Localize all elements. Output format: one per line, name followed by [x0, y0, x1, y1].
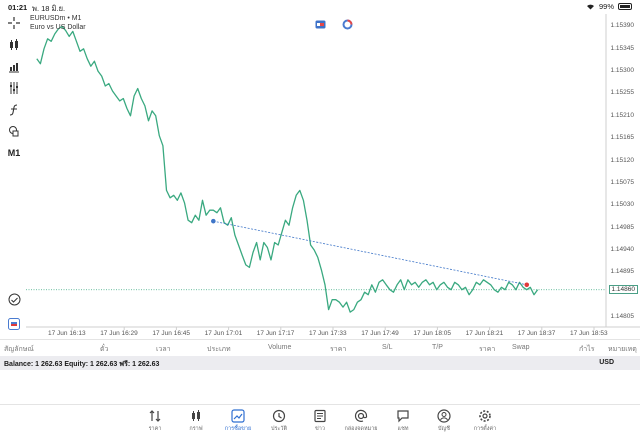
chart-icon	[192, 410, 200, 421]
header-comment[interactable]: หมายเหตุ	[608, 346, 637, 353]
nav-mailbox-label: กล่องจดหมาย	[344, 426, 378, 432]
time-tick-label: 17 Jun 17:01	[204, 330, 243, 337]
balance-text: Balance: 1 262.63 Equity: 1 262.63 ฟรี: …	[4, 361, 160, 368]
history-icon	[272, 409, 286, 423]
nav-trade-label: การซื้อขาย	[224, 426, 252, 432]
trendline-end-point[interactable]	[524, 282, 530, 288]
nav-quotes[interactable]: ราคา	[138, 409, 172, 433]
price-tick-label: 1.15390	[610, 22, 635, 30]
nav-settings[interactable]: การตั้งค่า	[468, 409, 502, 433]
chart-area[interactable]: EURUSDm • M1 Euro vs US Dollar 1.15390 1.…	[26, 14, 640, 339]
quick-trade-icon[interactable]	[7, 292, 21, 306]
quotes-icon	[149, 410, 161, 422]
nav-history-label: ประวัติ	[270, 426, 288, 432]
status-time: 01:21	[8, 3, 28, 12]
crosshair-icon[interactable]	[7, 16, 21, 30]
chart-top-icons	[315, 19, 353, 30]
price-tick-label: 1.15075	[610, 178, 635, 186]
price-chart[interactable]	[26, 14, 640, 339]
price-tick-label: 1.15030	[610, 201, 635, 209]
status-right: 99%	[586, 2, 632, 11]
time-tick-label: 17 Jun 18:37	[517, 330, 556, 337]
nav-news-label: ข่าว	[315, 426, 325, 432]
time-tick-label: 17 Jun 16:13	[48, 330, 86, 337]
nav-chart-label: กราฟ	[189, 426, 203, 432]
header-current-price[interactable]: ราคา	[479, 346, 496, 353]
news-icon	[314, 409, 326, 423]
timeframe-button[interactable]: M1	[7, 148, 21, 158]
settings-icon	[479, 410, 491, 422]
nav-history[interactable]: ประวัติ	[262, 409, 296, 433]
mailbox-icon	[354, 409, 368, 422]
price-series-line	[36, 25, 539, 313]
trendline[interactable]	[213, 220, 527, 286]
time-tick-label: 17 Jun 17:17	[256, 330, 295, 337]
header-profit[interactable]: กำไร	[579, 346, 595, 353]
price-tick-label: 1.15255	[610, 89, 635, 97]
header-price[interactable]: ราคา	[330, 346, 347, 353]
nav-quotes-label: ราคา	[148, 426, 162, 432]
time-tick-label: 17 Jun 18:21	[465, 330, 504, 337]
header-volume[interactable]: Volume	[268, 344, 292, 351]
trendline-start-point[interactable]	[211, 218, 216, 224]
nav-account[interactable]: บัญชี	[427, 409, 461, 433]
trade-table-header: สัญลักษณ์ ตั๋ว เวลา ประเภท Volume ราคา S…	[0, 339, 640, 355]
header-swap[interactable]: Swap	[512, 344, 530, 351]
time-tick-label: 17 Jun 16:29	[100, 330, 138, 337]
left-toolbar: M1	[0, 14, 26, 334]
time-tick-label: 17 Jun 18:05	[413, 330, 451, 337]
balance-bar: Balance: 1 262.63 Equity: 1 262.63 ฟรี: …	[0, 356, 640, 370]
price-tick-label: 1.14805	[610, 313, 635, 321]
time-tick-label: 17 Jun 18:53	[570, 330, 608, 337]
nav-news[interactable]: ข่าว	[303, 409, 337, 433]
nav-chat[interactable]: แชท	[386, 409, 420, 433]
trade-icon	[231, 409, 245, 423]
time-tick-label: 17 Jun 17:49	[361, 330, 399, 337]
chart-type-icon[interactable]	[7, 38, 21, 52]
chart-description: Euro vs US Dollar	[30, 23, 86, 31]
time-tick-label: 17 Jun 17:33	[309, 330, 347, 337]
header-symbol[interactable]: สัญลักษณ์	[4, 346, 34, 353]
account-icon	[437, 409, 451, 423]
chat-icon	[397, 410, 409, 423]
time-tick-label: 17 Jun 16:45	[152, 330, 190, 337]
battery-icon	[618, 3, 632, 10]
price-tick-label: 1.15120	[610, 156, 635, 164]
price-tick-label: 1.15165	[610, 134, 635, 142]
price-tick-label: 1.14985	[610, 223, 635, 231]
nav-account-label: บัญชี	[438, 426, 450, 432]
battery-percent: 99%	[598, 2, 614, 11]
nav-chat-label: แชท	[397, 426, 409, 432]
header-time[interactable]: เวลา	[156, 346, 171, 353]
one-click-trading-icon[interactable]	[7, 317, 21, 331]
header-type[interactable]: ประเภท	[207, 346, 231, 353]
current-price-label: 1.14860	[608, 284, 638, 294]
header-sl[interactable]: S/L	[382, 344, 393, 351]
refresh-icon[interactable]	[342, 19, 353, 30]
status-date: พ. 18 มิ.ย.	[32, 4, 66, 13]
nav-mailbox[interactable]: กล่องจดหมาย	[344, 409, 378, 433]
status-bar: 01:21 พ. 18 มิ.ย. 99%	[0, 0, 640, 14]
price-tick-label: 1.14940	[610, 245, 635, 253]
nav-chart[interactable]: กราฟ	[179, 409, 213, 433]
indicators-icon[interactable]	[7, 60, 21, 74]
wifi-icon	[586, 4, 594, 10]
settings-sliders-icon[interactable]	[7, 81, 21, 95]
header-ticket[interactable]: ตั๋ว	[100, 346, 109, 353]
sell-buy-panel-icon[interactable]	[315, 19, 326, 30]
header-tp[interactable]: T/P	[432, 344, 443, 351]
balance-currency: USD	[599, 359, 614, 366]
nav-trade[interactable]: การซื้อขาย	[221, 409, 255, 433]
nav-settings-label: การตั้งค่า	[473, 426, 497, 432]
objects-icon[interactable]	[7, 124, 21, 138]
price-tick-label: 1.15300	[610, 67, 635, 75]
bottom-nav: ราคา กราฟ การซื้อขาย ประวัติ ข่าว กล่องจ…	[0, 404, 640, 447]
chart-header: EURUSDm • M1 Euro vs US Dollar	[30, 15, 86, 32]
function-icon[interactable]	[7, 103, 21, 117]
price-tick-label: 1.15210	[610, 111, 635, 119]
price-tick-label: 1.14895	[610, 268, 635, 276]
chart-symbol: EURUSDm • M1	[30, 15, 82, 22]
price-tick-label: 1.15345	[610, 44, 635, 52]
